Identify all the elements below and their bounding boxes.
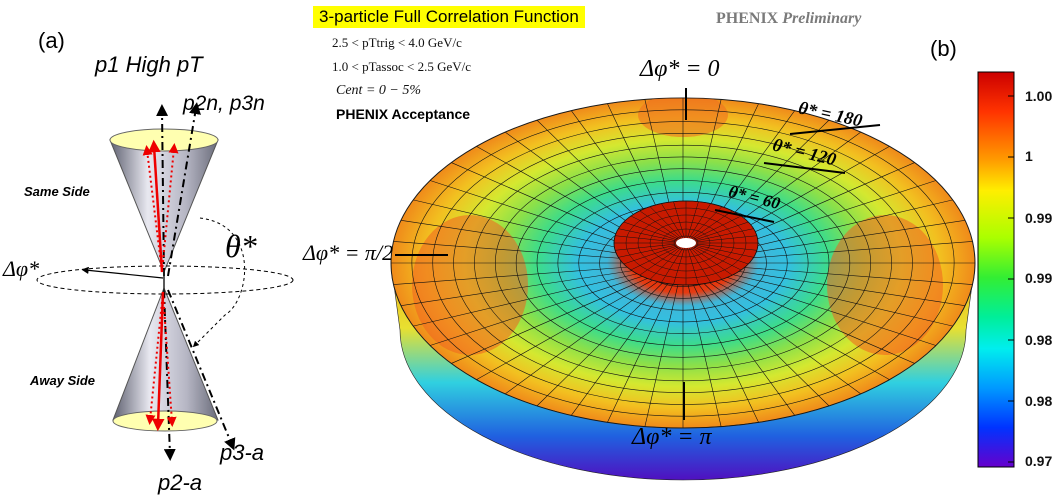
red-arrow-4 [151, 291, 165, 432]
away-side-cone-base [112, 410, 218, 432]
red-arrow-3 [161, 143, 179, 273]
cut-assoc: 1.0 < pTassoc < 2.5 GeV/c [332, 59, 472, 74]
theta-arc [192, 217, 246, 348]
acceptance-label: PHENIX Acceptance [336, 106, 471, 122]
p1-arrow [156, 104, 169, 277]
lobe-left [412, 215, 528, 355]
theta180-line [789, 124, 881, 135]
phi-half-label: Δφ* = π/2 [303, 240, 394, 265]
cb-tick-4: 0.98 [1025, 332, 1053, 348]
same-side-cone-top [109, 128, 219, 152]
cb-tick-5: 0.98 [1025, 393, 1053, 409]
theta120-line [763, 162, 846, 174]
lobe-right [827, 215, 943, 355]
surface-grid [391, 98, 975, 428]
panel-a-label: (a) [38, 28, 65, 53]
p3a-arrow [167, 289, 236, 451]
prelim-word2: Preliminary [782, 10, 862, 27]
delta-phi-arrow [81, 266, 164, 279]
cb-tick-2: 0.99 [1025, 210, 1053, 226]
theta60-line [714, 209, 775, 223]
red-arrow-5 [145, 291, 164, 425]
high-pt-label: p1 High pT [95, 52, 203, 77]
red-arrow-2 [142, 145, 163, 273]
theta-label: θ* [225, 228, 257, 264]
phi-pi-label: Δφ* = π [632, 424, 712, 450]
phi0-label: Δφ* = 0 [640, 56, 720, 82]
cone-diagram [36, 102, 294, 461]
phenix-preliminary: PHENIX Preliminary [716, 10, 861, 28]
centrality: Cent = 0 − 5% [336, 83, 421, 98]
panel-b-label: (b) [930, 36, 957, 61]
peak-center [676, 238, 696, 248]
same-side-label: Same Side [24, 184, 90, 199]
red-arrow-6 [162, 291, 177, 427]
cb-tick-3: 0.99 [1025, 270, 1053, 286]
p2n-arrow [167, 102, 201, 277]
p2n-p3n-label: p2n, p3n [183, 92, 265, 115]
cut-trig: 2.5 < pTtrig < 4.0 GeV/c [332, 35, 462, 50]
cb-tick-1: 1 [1025, 148, 1033, 164]
cb-tick-6: 0.97 [1025, 453, 1053, 469]
away-side-label: Away Side [30, 373, 96, 388]
red-arrow-1 [148, 139, 164, 273]
colorbar [977, 71, 1015, 468]
prelim-word1: PHENIX [716, 10, 779, 27]
chart-title: 3-particle Full Correlation Function [313, 6, 585, 28]
azimuth-ellipse [36, 265, 294, 295]
delta-phi-label: Δφ* [3, 256, 40, 281]
cb-tick-0: 1.00 [1025, 88, 1053, 104]
p2a-label: p2-a [158, 470, 203, 495]
